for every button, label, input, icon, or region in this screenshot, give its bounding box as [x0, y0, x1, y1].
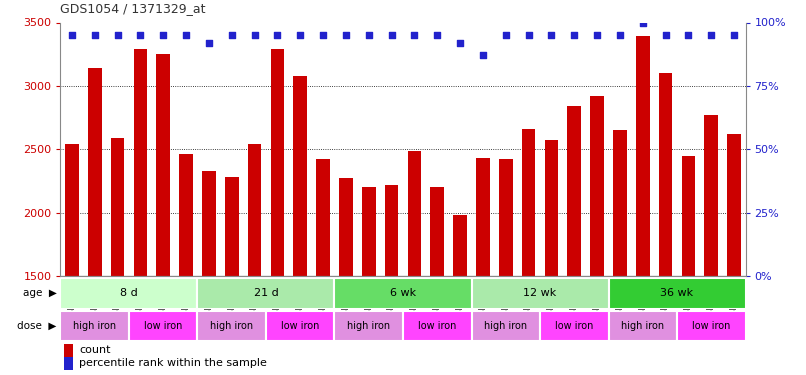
- Bar: [704, 115, 718, 276]
- Point: [408, 32, 421, 38]
- Text: GDS1054 / 1371329_at: GDS1054 / 1371329_at: [60, 2, 206, 15]
- Text: high iron: high iron: [210, 321, 253, 331]
- Text: low iron: low iron: [281, 321, 319, 331]
- Bar: [384, 185, 398, 276]
- Bar: [271, 49, 285, 276]
- Bar: [129, 310, 197, 341]
- Bar: [540, 310, 609, 341]
- Point: [522, 32, 535, 38]
- Bar: [134, 49, 147, 276]
- Point: [591, 32, 604, 38]
- Point: [202, 40, 215, 46]
- Text: low iron: low iron: [692, 321, 730, 331]
- Bar: [247, 144, 261, 276]
- Text: age  ▶: age ▶: [23, 288, 56, 298]
- Point: [613, 32, 626, 38]
- Bar: [430, 187, 444, 276]
- Bar: [659, 73, 672, 276]
- Bar: [202, 171, 216, 276]
- Point: [499, 32, 512, 38]
- Point: [385, 32, 398, 38]
- Bar: [197, 278, 334, 309]
- Point: [682, 32, 695, 38]
- Bar: [408, 150, 422, 276]
- Bar: [64, 344, 73, 357]
- Point: [636, 20, 649, 26]
- Bar: [567, 106, 581, 276]
- Point: [65, 32, 78, 38]
- Point: [728, 32, 741, 38]
- Bar: [590, 96, 604, 276]
- Point: [271, 32, 284, 38]
- Bar: [334, 310, 403, 341]
- Bar: [453, 215, 467, 276]
- Text: low iron: low iron: [555, 321, 593, 331]
- Text: 8 d: 8 d: [120, 288, 138, 298]
- Point: [659, 32, 672, 38]
- Bar: [499, 159, 513, 276]
- Text: high iron: high iron: [484, 321, 527, 331]
- Point: [180, 32, 193, 38]
- Bar: [677, 310, 746, 341]
- Point: [545, 32, 558, 38]
- Point: [317, 32, 330, 38]
- Bar: [636, 36, 650, 276]
- Point: [430, 32, 443, 38]
- Text: dose  ▶: dose ▶: [17, 321, 56, 331]
- Point: [362, 32, 375, 38]
- Bar: [521, 129, 535, 276]
- Text: 6 wk: 6 wk: [390, 288, 416, 298]
- Point: [454, 40, 467, 46]
- Point: [293, 32, 306, 38]
- Bar: [110, 138, 124, 276]
- Bar: [88, 68, 102, 276]
- Point: [476, 53, 489, 58]
- Point: [339, 32, 352, 38]
- Bar: [293, 76, 307, 276]
- Bar: [225, 177, 239, 276]
- Text: count: count: [79, 345, 110, 355]
- Point: [225, 32, 239, 38]
- Bar: [403, 310, 472, 341]
- Bar: [266, 310, 334, 341]
- Bar: [334, 278, 472, 309]
- Text: 21 d: 21 d: [254, 288, 278, 298]
- Text: high iron: high iron: [621, 321, 664, 331]
- Bar: [545, 140, 559, 276]
- Point: [88, 32, 101, 38]
- Bar: [60, 310, 129, 341]
- Point: [567, 32, 580, 38]
- Point: [134, 32, 147, 38]
- Bar: [60, 278, 197, 309]
- Text: 36 wk: 36 wk: [660, 288, 694, 298]
- Bar: [197, 310, 266, 341]
- Bar: [64, 357, 73, 370]
- Text: percentile rank within the sample: percentile rank within the sample: [79, 358, 267, 368]
- Bar: [682, 156, 696, 276]
- Bar: [179, 154, 193, 276]
- Bar: [609, 310, 677, 341]
- Point: [248, 32, 261, 38]
- Text: 12 wk: 12 wk: [523, 288, 557, 298]
- Point: [704, 32, 717, 38]
- Bar: [472, 278, 609, 309]
- Bar: [339, 178, 353, 276]
- Text: high iron: high iron: [347, 321, 390, 331]
- Bar: [609, 278, 746, 309]
- Text: low iron: low iron: [144, 321, 182, 331]
- Point: [111, 32, 124, 38]
- Bar: [476, 158, 490, 276]
- Text: high iron: high iron: [73, 321, 116, 331]
- Bar: [65, 144, 79, 276]
- Point: [156, 32, 169, 38]
- Text: low iron: low iron: [418, 321, 456, 331]
- Bar: [613, 130, 627, 276]
- Bar: [362, 187, 376, 276]
- Bar: [472, 310, 540, 341]
- Bar: [156, 54, 170, 276]
- Bar: [316, 159, 330, 276]
- Bar: [727, 134, 741, 276]
